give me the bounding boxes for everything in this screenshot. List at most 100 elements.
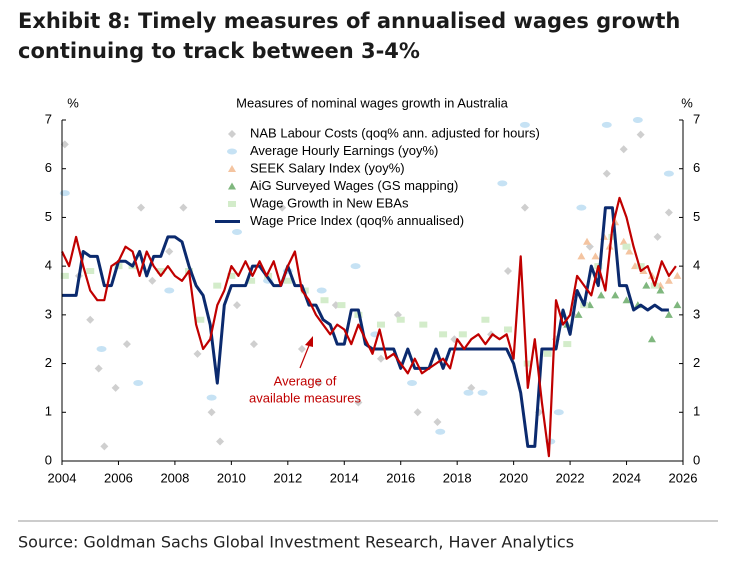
- legend-swatch: [228, 201, 236, 207]
- square-point: [283, 277, 292, 284]
- ahe-point: [350, 263, 361, 270]
- triangle-point: [664, 276, 673, 284]
- source: Source: Goldman Sachs Global Investment …: [18, 533, 574, 552]
- x-tick-label: 2024: [612, 470, 641, 485]
- square-point: [503, 326, 512, 333]
- nab-point: [86, 315, 95, 324]
- legend-item: Wage Growth in New EBAs: [228, 195, 409, 210]
- y2-tick-label: 3: [693, 306, 700, 321]
- triangle-point: [577, 252, 586, 260]
- y-tick-label: 3: [45, 306, 52, 321]
- ahe-point: [407, 380, 418, 387]
- y-tick-label: 0: [45, 452, 52, 467]
- triangle-point: [597, 291, 606, 299]
- x-tick-label: 2020: [499, 470, 528, 485]
- x-tick-label: 2012: [273, 470, 302, 485]
- nab-point: [94, 364, 103, 373]
- square-point: [320, 297, 329, 304]
- y-tick-label: 1: [45, 404, 52, 419]
- x-tick-label: 2008: [160, 470, 189, 485]
- nab-point: [354, 398, 363, 407]
- square-point: [563, 341, 572, 348]
- nab-point: [60, 140, 69, 149]
- triangle-point: [625, 247, 634, 255]
- triangle-point: [619, 237, 628, 245]
- ahe-point: [463, 389, 474, 396]
- square-point: [396, 316, 405, 323]
- legend-swatch: [228, 130, 236, 138]
- square-point: [439, 331, 448, 338]
- y-tick-label: 5: [45, 209, 52, 224]
- title-line: continuing to track between 3-4%: [18, 39, 420, 63]
- legend-item: Wage Price Index (qoq% annualised): [215, 213, 464, 228]
- ahe-point: [59, 190, 70, 197]
- nab-point: [653, 232, 662, 241]
- nab-point: [413, 408, 422, 417]
- y2-tick-label: 0: [693, 452, 700, 467]
- square-point: [213, 282, 222, 289]
- nab-point: [433, 418, 442, 427]
- legend-label: Wage Price Index (qoq% annualised): [250, 213, 464, 228]
- x-tick-label: 2026: [669, 470, 698, 485]
- legend-item: NAB Labour Costs (qoq% ann. adjusted for…: [228, 125, 540, 140]
- square-point: [247, 277, 256, 284]
- square-point: [481, 316, 490, 323]
- x-tick-label: 2016: [386, 470, 415, 485]
- triangle-point: [583, 237, 592, 245]
- legend-label: NAB Labour Costs (qoq% ann. adjusted for…: [250, 125, 540, 140]
- legend-item: SEEK Salary Index (yoy%): [228, 160, 405, 175]
- legend-swatch: [228, 165, 236, 172]
- annotation: Average of: [274, 373, 337, 388]
- ahe-point: [477, 389, 488, 396]
- legend-swatch: [228, 182, 236, 190]
- nab-point: [207, 408, 216, 417]
- y2-tick-label: 2: [693, 355, 700, 370]
- y2-tick-label: 6: [693, 160, 700, 175]
- square-point: [419, 321, 428, 328]
- nab-point: [487, 330, 496, 339]
- triangle-point: [639, 267, 648, 275]
- nab-point: [122, 340, 131, 349]
- legend-swatch: [227, 148, 237, 155]
- ahe-point: [435, 428, 446, 435]
- triangle-point: [673, 271, 682, 279]
- ahe-point: [553, 409, 564, 416]
- nab-point: [376, 354, 385, 363]
- square-point: [458, 331, 467, 338]
- x-tick-label: 2018: [443, 470, 472, 485]
- square-point: [60, 272, 69, 279]
- legend-label: Average Hourly Earnings (yoy%): [250, 143, 438, 158]
- x-tick-label: 2004: [48, 470, 77, 485]
- triangle-point: [591, 252, 600, 260]
- legend-item: Average Hourly Earnings (yoy%): [227, 143, 438, 158]
- triangle-point: [611, 291, 620, 299]
- nab-point: [297, 344, 306, 353]
- nab-point: [216, 437, 225, 446]
- nab-point: [314, 379, 323, 388]
- annotation: available measures: [249, 390, 362, 405]
- y2-tick-label: 4: [693, 258, 700, 273]
- square-point: [376, 321, 385, 328]
- square-point: [636, 263, 645, 270]
- y2-axis-label: %: [681, 95, 693, 110]
- nab-point: [636, 130, 645, 139]
- series-line: [62, 206, 669, 448]
- nab-point: [111, 383, 120, 392]
- x-tick-label: 2006: [104, 470, 133, 485]
- y2-tick-label: 7: [693, 111, 700, 126]
- ahe-point: [663, 170, 674, 177]
- square-point: [337, 302, 346, 309]
- title-line: Exhibit 8: Timely measures of annualised…: [18, 9, 680, 33]
- ahe-point: [133, 380, 144, 387]
- y-tick-label: 6: [45, 160, 52, 175]
- ahe-point: [497, 180, 508, 187]
- nab-point: [503, 267, 512, 276]
- nab-point: [602, 169, 611, 178]
- triangle-point: [574, 310, 583, 318]
- square-point: [227, 272, 236, 279]
- nab-point: [137, 203, 146, 212]
- nab-point: [148, 276, 157, 285]
- nab-point: [179, 203, 188, 212]
- legend-label: AiG Surveyed Wages (GS mapping): [250, 178, 458, 193]
- ahe-point: [601, 121, 612, 128]
